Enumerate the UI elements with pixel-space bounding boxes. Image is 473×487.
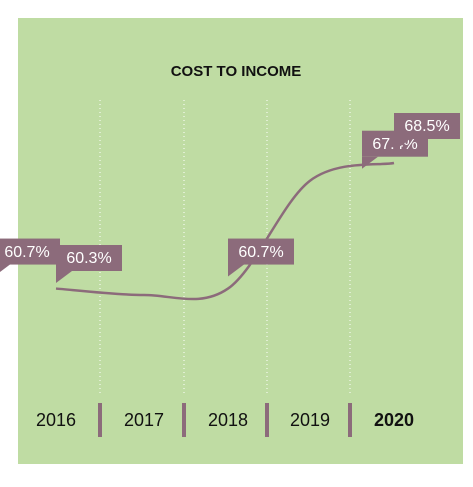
label-pointer — [228, 264, 244, 277]
label-pointer — [56, 271, 72, 283]
data-label: 60.7% — [238, 244, 283, 261]
label-box — [394, 113, 460, 139]
data-label: 60.7% — [4, 244, 49, 261]
separator — [98, 403, 102, 437]
data-label: 68.5% — [404, 118, 449, 135]
label-pointer — [0, 264, 10, 273]
label-box — [228, 238, 294, 265]
line — [55, 161, 395, 301]
label-box — [56, 245, 122, 271]
x-tick-label: 2019 — [290, 410, 330, 430]
x-tick-label: 2017 — [124, 410, 164, 430]
data-label: 60.3% — [66, 250, 111, 267]
x-tick-label: 2020 — [374, 410, 414, 430]
label-box — [0, 238, 60, 265]
label-pointer — [362, 156, 378, 169]
x-tick-label: 2018 — [208, 410, 248, 430]
x-tick-label: 2016 — [36, 410, 76, 430]
separator — [182, 403, 186, 437]
label-pointer — [394, 139, 410, 151]
separator — [348, 403, 352, 437]
chart-title: COST TO INCOME — [171, 63, 302, 80]
separator — [265, 403, 269, 437]
